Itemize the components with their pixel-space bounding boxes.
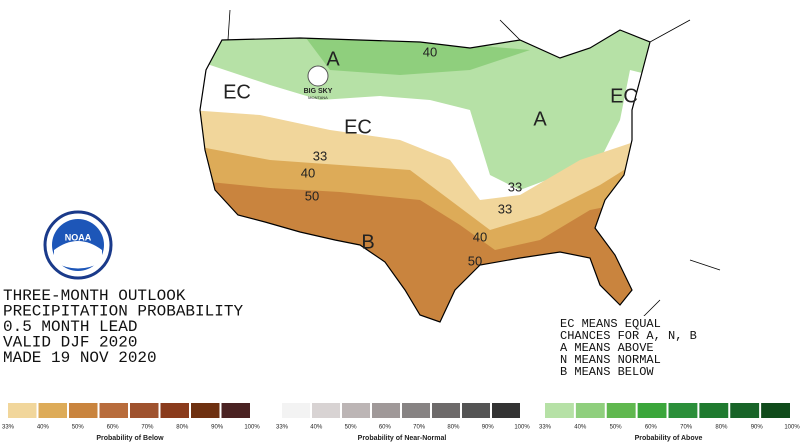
legend-swatch [668,403,698,418]
legend-tick-label: 40% [310,425,323,431]
legend-tick-label: 100% [514,425,530,431]
map-label: B [361,231,374,253]
title-line: VALID DJF 2020 [3,334,137,352]
key-line: EC MEANS EQUAL [560,317,661,331]
noaa-bird [54,241,102,269]
legend-swatch [160,403,189,418]
legend-tick-label: 50% [610,425,623,431]
key-box [555,316,760,384]
map-label: EC [223,81,251,103]
map-label: 33 [313,148,327,163]
legend-tick-label: 33% [539,425,552,431]
legend-tick-label: 90% [751,425,764,431]
legend-swatch [730,403,760,418]
big-sky-icon [307,65,329,87]
legend-tick-label: 80% [447,425,460,431]
legend-tick-label: 70% [141,425,154,431]
map-label: A [533,108,547,130]
map-label: EC [610,85,638,107]
map-label: A [326,48,340,70]
legend-tick-label: 80% [176,425,189,431]
legend-title: Probability of Above [635,435,703,442]
legend-tick-label: 50% [72,425,85,431]
legend-swatch [130,403,159,418]
legend-tick-label: 90% [211,425,224,431]
title-line: THREE-MONTH OUTLOOK [3,287,186,305]
legend-tick-label: 90% [482,425,495,431]
legend-tick-label: 70% [413,425,426,431]
legend-tick-label: 80% [715,425,728,431]
above-33 [200,30,650,190]
legend-swatch [606,403,636,418]
legend-tick-label: 33% [276,425,289,431]
big-sky-logo: BIG SKY MONTANA [304,65,333,100]
legend-tick-label: 100% [784,425,800,431]
map-label: 40 [423,44,437,59]
legend-tick-label: 50% [345,425,358,431]
legend-swatch [492,403,520,418]
map-label: 50 [468,253,482,268]
legend-swatch [99,403,128,418]
legend-swatch [282,403,310,418]
title-line: PRECIPITATION PROBABILITY [3,303,243,321]
legend-swatch [761,403,790,418]
legend-tick-label: 33% [2,425,15,431]
key-line: N MEANS NORMAL [560,353,661,367]
map-label: 50 [305,188,319,203]
key-line: B MEANS BELOW [560,365,654,379]
map-label: EC [344,116,372,138]
legend-swatch [372,403,400,418]
context-lines [227,9,721,321]
big-sky-text: BIG SKY [304,88,333,95]
legend-tick-label: 60% [645,425,658,431]
legend-title: Probability of Below [96,435,164,442]
legend-tick-label: 100% [244,425,260,431]
us-outline [199,29,651,323]
legend-swatch [432,403,460,418]
montana-text: MONTANA [308,95,328,100]
legend-title: Probability of Near-Normal [358,435,447,442]
key-line: CHANCES FOR A, N, B [560,329,697,343]
legend-swatch [312,403,340,418]
title-line: MADE 19 NOV 2020 [3,349,157,367]
key-line: A MEANS ABOVE [560,341,654,355]
legend-tick-label: 60% [379,425,392,431]
legend-swatch [191,403,220,418]
legend-tick-label: 70% [680,425,693,431]
legend-swatch [402,403,430,418]
noaa-logo: NOAA [43,210,113,280]
map-label: 40 [301,165,315,180]
above-40 [300,30,530,75]
map-regions [200,30,650,322]
legend-tick-label: 60% [107,425,120,431]
legend-tick-label: 40% [37,425,50,431]
legend-swatch [637,403,667,418]
map-label: 33 [498,201,512,216]
legend-swatch [221,403,250,418]
legend-swatch [38,403,67,418]
map-label: 40 [473,229,487,244]
map-label: 33 [508,179,522,194]
legend-tick-label: 40% [574,425,587,431]
noaa-text: NOAA [65,232,92,242]
legend-swatch [69,403,98,418]
legend-swatch [699,403,729,418]
legend-swatch [342,403,370,418]
legend-swatch [575,403,605,418]
legend-swatch [545,403,574,418]
legend-swatch [462,403,490,418]
title-line: 0.5 MONTH LEAD [3,318,137,336]
legend-swatch [8,403,37,418]
